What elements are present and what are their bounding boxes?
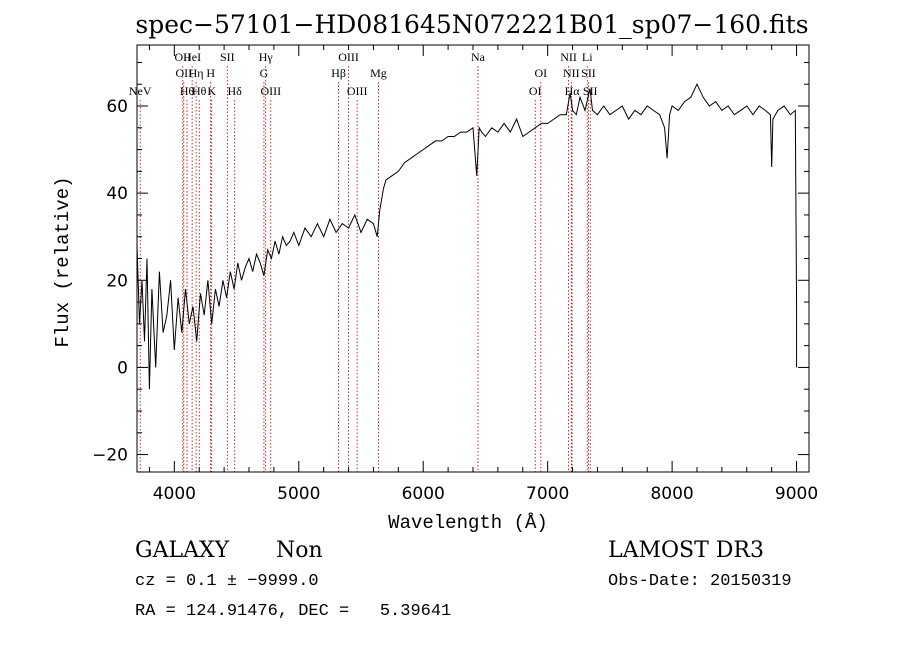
spectral-line-label: Hθ (180, 84, 195, 98)
spectral-line-label: OII (175, 66, 192, 80)
spectral-line-label: G (260, 66, 269, 80)
spectral-line-label: Hγ (259, 50, 274, 64)
coordinates: RA = 124.91476, DEC = 5.39641 (135, 602, 452, 621)
spectral-line-labels: NeVOIIOIIHθHeIHηHθHKSIIHδHγGOIIIHβOIIIOI… (129, 50, 598, 98)
spectral-line-label: OII (174, 50, 191, 64)
spectral-line-label: OI (534, 66, 547, 80)
x-tick-label: 5000 (277, 484, 320, 504)
x-tick-label: 7000 (526, 484, 569, 504)
y-tick-label: 60 (106, 97, 128, 117)
object-subclass: Non (276, 538, 323, 563)
redshift-value: cz = 0.1 ± −9999.0 (135, 572, 319, 591)
spectral-line-label: Hδ (228, 84, 243, 98)
spectral-line-label: NeV (129, 84, 152, 98)
spectral-line-label: Na (471, 50, 486, 64)
y-tick-label: 40 (106, 184, 128, 204)
spectral-line-label: OI (529, 84, 542, 98)
x-axis: 4000 5000 6000 7000 8000 9000 (148, 45, 818, 504)
spectral-line-label: OIII (347, 84, 368, 98)
spectral-line-label: HeI (183, 50, 201, 64)
x-tick-label: 9000 (775, 484, 818, 504)
spectrum-series-line (136, 83, 798, 390)
spectral-line-label: Hα (565, 84, 581, 98)
spectral-line-markers (139, 66, 591, 472)
spectral-line-label: OIII (260, 84, 281, 98)
spectral-line-label: K (207, 84, 216, 98)
spectral-line-label: SII (220, 50, 235, 64)
survey-name: LAMOST DR3 (608, 538, 764, 563)
observation-date: Obs-Date: 20150319 (608, 572, 792, 591)
x-axis-label: Wavelength (Å) (388, 512, 548, 534)
spectral-line-label: SII (581, 66, 596, 80)
plot-frame (136, 44, 810, 473)
spectral-line-label: H (206, 66, 215, 80)
x-tick-label: 4000 (153, 484, 196, 504)
y-tick-label: 0 (117, 358, 128, 378)
spectral-line-label: Mg (370, 66, 387, 80)
chart-title: spec−57101−HD081645N072221B01_sp07−160.f… (135, 10, 808, 39)
spectral-line-label: OIII (338, 50, 359, 64)
x-tick-label: 8000 (650, 484, 693, 504)
spectral-line-label: NII (563, 66, 580, 80)
spectral-line-label: Hθ (192, 84, 207, 98)
spectral-line-label: Hβ (331, 66, 346, 80)
object-class: GALAXY (135, 538, 230, 563)
y-axis-label: Flux (relative) (52, 176, 74, 347)
spectral-line-label: NII (560, 50, 577, 64)
y-tick-label: −20 (92, 446, 128, 466)
x-tick-label: 6000 (402, 484, 445, 504)
y-axis: −20 0 20 40 60 (92, 61, 809, 466)
spectral-line-label: Li (582, 50, 593, 64)
y-tick-label: 20 (106, 271, 128, 291)
spectral-line-label: Hη (189, 66, 204, 80)
